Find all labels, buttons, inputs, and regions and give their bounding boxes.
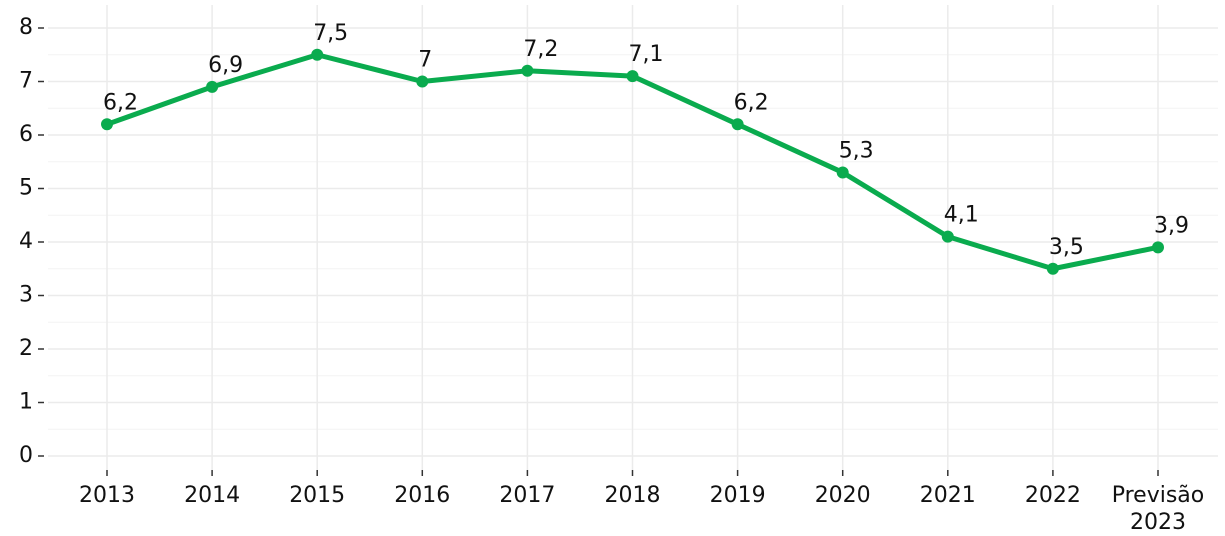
data-point xyxy=(1152,241,1164,254)
data-point xyxy=(731,118,744,131)
data-point xyxy=(1046,262,1059,275)
y-tick-label: 0 xyxy=(19,443,33,468)
x-tick-label: 2021 xyxy=(919,483,976,508)
x-tick-label: 2016 xyxy=(394,483,451,508)
grid xyxy=(48,5,1218,470)
data-point xyxy=(101,118,113,131)
data-point xyxy=(311,48,324,61)
data-label: 7,5 xyxy=(313,21,348,46)
y-tick-label: 7 xyxy=(19,69,33,94)
x-tick-label: 2017 xyxy=(499,483,556,508)
x-tick-label: 2020 xyxy=(814,483,871,508)
data-label: 7,2 xyxy=(523,37,558,62)
data-label: 7,1 xyxy=(629,42,664,67)
x-tick-label: 2019 xyxy=(709,483,766,508)
y-tick-label: 2 xyxy=(19,336,33,361)
x-tick-label: Previsão 2023 xyxy=(1111,483,1205,535)
y-tick-label: 1 xyxy=(19,390,33,415)
x-tick-label: 2018 xyxy=(604,483,661,508)
y-tick-label: 3 xyxy=(19,283,33,308)
x-tick-label: 2015 xyxy=(289,483,346,508)
data-point xyxy=(206,80,219,93)
x-tick-label: 2013 xyxy=(79,483,135,508)
data-label: 3,5 xyxy=(1049,235,1084,260)
data-label: 5,3 xyxy=(839,138,874,163)
data-label: 7 xyxy=(418,48,432,73)
data-point xyxy=(521,64,534,77)
data-label: 6,2 xyxy=(103,90,138,115)
data-point xyxy=(626,70,639,83)
data-point xyxy=(941,230,954,243)
data-point xyxy=(836,166,849,179)
data-label: 6,9 xyxy=(208,53,243,78)
x-tick-label: 2014 xyxy=(184,483,241,508)
x-tick-label: 2022 xyxy=(1024,483,1081,508)
data-point xyxy=(416,75,429,88)
data-label: 6,2 xyxy=(734,90,769,115)
y-tick-label: 8 xyxy=(19,15,33,40)
data-label: 4,1 xyxy=(944,203,979,228)
y-tick-label: 6 xyxy=(19,122,33,147)
data-label: 3,9 xyxy=(1154,213,1189,238)
y-tick-label: 5 xyxy=(19,176,33,201)
y-tick-label: 4 xyxy=(19,229,33,254)
